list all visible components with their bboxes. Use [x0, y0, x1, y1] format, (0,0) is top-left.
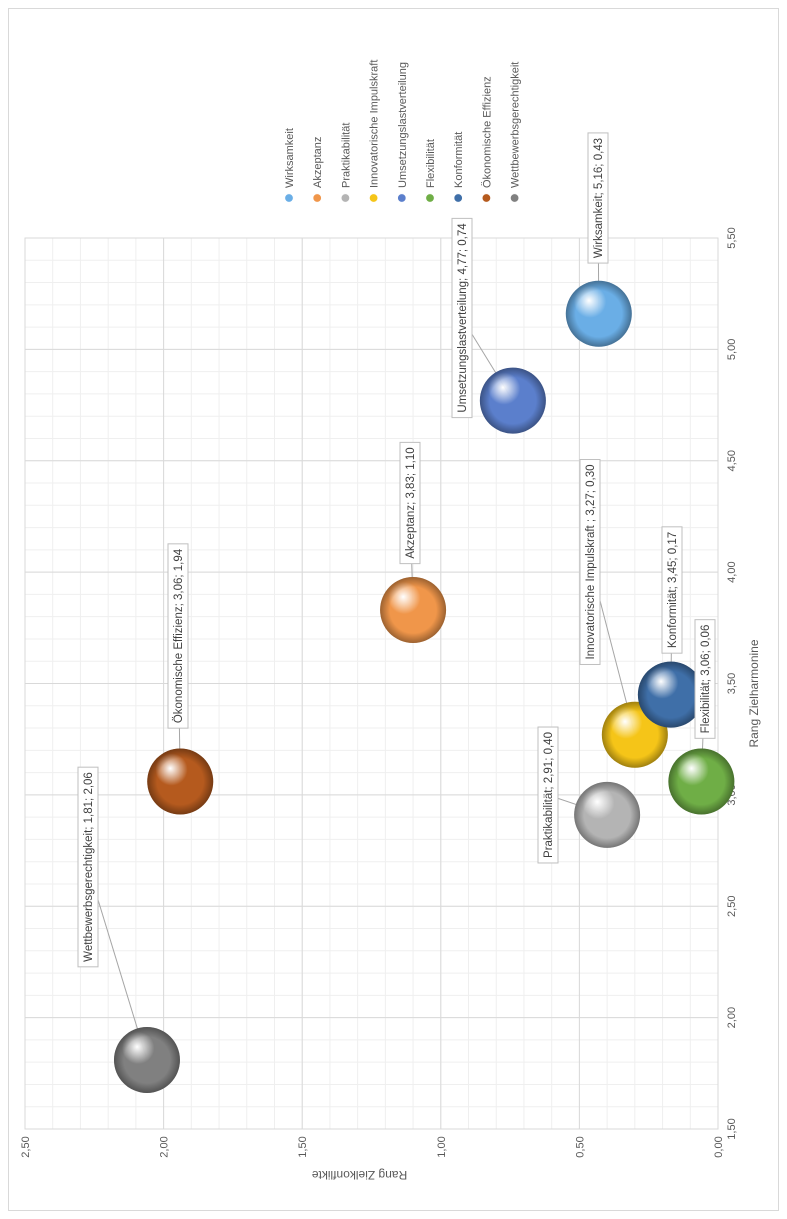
- legend-marker: [425, 193, 435, 203]
- bubble-wettbewerbsgerechtigkeit-shade: [113, 1026, 180, 1093]
- data-label-oekonomische-effizienz: Ökonomische Effizienz; 3,06; 1,94: [167, 543, 189, 729]
- data-label-box: [579, 459, 601, 665]
- x-tick-label: 1,50: [726, 1118, 738, 1139]
- x-tick-label: 5,00: [726, 339, 738, 360]
- data-label-text: Akzeptanz; 3,83; 1,10: [405, 447, 417, 558]
- legend-label: Wirksamkeit: [284, 128, 296, 188]
- legend-item-akzeptanz: Akzeptanz: [312, 137, 324, 203]
- bubbles: [113, 280, 735, 1093]
- legend-item-oekonomische-effizienz: Ökonomische Effizienz: [481, 76, 493, 203]
- data-label-text: Konformität; 3,45; 0,17: [667, 532, 679, 648]
- data-label-wettbewerbsgerechtigkeit: Wettbewerbsgerechtigkeit; 1,81; 2,06: [77, 766, 99, 968]
- bubble-akzeptanz-shade: [380, 576, 447, 643]
- legend-item-praktikabilitaet: Praktikabilität: [340, 123, 352, 203]
- bubble-praktikabilitaet-shade: [574, 781, 641, 848]
- data-label-box: [694, 619, 716, 739]
- legend-marker: [312, 193, 322, 203]
- bubble-akzeptanz: [380, 576, 447, 643]
- legend-marker: [510, 193, 520, 203]
- bubble-wettbewerbsgerechtigkeit: [113, 1026, 180, 1093]
- legend-marker: [481, 193, 491, 203]
- data-label-box: [587, 132, 609, 264]
- data-label-text: Innovatorische Impulskraft ; 3,27; 0,30: [585, 465, 597, 660]
- legend-marker: [340, 193, 350, 203]
- bubble-umsetzungslastverteilung-shade: [479, 367, 546, 434]
- data-label-praktikabilitaet: Praktikabilität; 2,91; 0,40: [537, 726, 559, 864]
- legend-label: Flexibilität: [425, 139, 437, 188]
- legend-label: Praktikabilität: [340, 123, 352, 188]
- data-label-text: Ökonomische Effizienz; 3,06; 1,94: [173, 548, 185, 723]
- data-label-konformitaet: Konformität; 3,45; 0,17: [661, 526, 683, 654]
- legend: Wirksamkeit Akzeptanz Praktikabilität Innov…: [284, 60, 522, 203]
- data-label-text: Wettbewerbsgerechtigkeit; 1,81; 2,06: [83, 772, 95, 962]
- legend-item-umsetzungslastverteilung: Umsetzungslastverteilung: [397, 62, 409, 203]
- legend-label: Wettbewerbsgerechtigkeit: [510, 62, 522, 188]
- data-label-box: [661, 526, 683, 654]
- y-tick-label: 0,50: [574, 1136, 586, 1157]
- bubble-umsetzungslastverteilung: [479, 367, 546, 434]
- x-tick-label: 4,50: [726, 450, 738, 471]
- data-label-innovatorische-impulskraft: Innovatorische Impulskraft ; 3,27; 0,30: [579, 459, 601, 665]
- legend-marker: [369, 193, 379, 203]
- legend-marker: [453, 193, 463, 203]
- legend-item-wettbewerbsgerechtigkeit: Wettbewerbsgerechtigkeit: [510, 62, 522, 203]
- data-label-text: Flexibilität; 3,06; 0,06: [700, 625, 712, 734]
- legend-marker: [397, 193, 407, 203]
- plot-area-border: [24, 237, 719, 1130]
- y-tick-label: 1,00: [436, 1136, 448, 1157]
- data-label-box: [537, 726, 559, 864]
- data-label-umsetzungslastverteilung: Umsetzungslastverteilung; 4,77; 0,74: [451, 217, 473, 419]
- y-tick-label: 2,00: [159, 1136, 171, 1157]
- data-label-akzeptanz: Akzeptanz; 3,83; 1,10: [399, 441, 421, 565]
- x-tick-label: 5,50: [726, 227, 738, 248]
- legend-label: Innovatorische Impulskraft: [369, 60, 381, 188]
- bubble-wirksamkeit: [565, 280, 632, 347]
- y-axis-title: Rang Zielkonflikte: [311, 1168, 407, 1182]
- data-label-flexibilitaet: Flexibilität; 3,06; 0,06: [694, 619, 716, 739]
- legend-item-konformitaet: Konformität: [453, 132, 465, 203]
- legend-label: Konformität: [453, 132, 465, 188]
- x-tick-label: 2,00: [726, 1007, 738, 1028]
- data-label-text: Umsetzungslastverteilung; 4,77; 0,74: [457, 223, 469, 413]
- bubble-flexibilitaet: [668, 748, 735, 815]
- bubble-wirksamkeit-shade: [565, 280, 632, 347]
- bubble-konformitaet-shade: [637, 661, 704, 728]
- bubble-oekonomische-effizienz-shade: [147, 748, 214, 815]
- data-label-box: [77, 766, 99, 968]
- data-label-box: [399, 441, 421, 565]
- bubble-konformitaet: [637, 661, 704, 728]
- legend-label: Umsetzungslastverteilung: [397, 62, 409, 188]
- y-tick-label: 0,00: [713, 1136, 725, 1157]
- bubble-oekonomische-effizienz: [147, 748, 214, 815]
- data-label-text: Wirksamkeit; 5,16; 0,43: [593, 138, 605, 258]
- data-label-box: [451, 217, 473, 419]
- y-tick-label: 1,50: [297, 1136, 309, 1157]
- x-tick-label: 3,50: [726, 673, 738, 694]
- data-label-wirksamkeit: Wirksamkeit; 5,16; 0,43: [587, 132, 609, 264]
- legend-label: Akzeptanz: [312, 137, 324, 188]
- legend-marker: [284, 193, 294, 203]
- legend-item-flexibilitaet: Flexibilität: [425, 139, 437, 203]
- legend-item-wirksamkeit: Wirksamkeit: [284, 128, 296, 203]
- x-tick-label: 2,50: [726, 896, 738, 917]
- chart-frame: [8, 8, 779, 1211]
- bubble-praktikabilitaet: [574, 781, 641, 848]
- grid-lines: [24, 237, 719, 1130]
- data-label-text: Praktikabilität; 2,91; 0,40: [543, 732, 555, 858]
- data-label-box: [167, 543, 189, 729]
- legend-item-innovatorische-impulskraft: Innovatorische Impulskraft: [369, 60, 381, 203]
- legend-label: Ökonomische Effizienz: [481, 76, 493, 188]
- x-axis-title: Rang Zielharmonine: [747, 639, 761, 747]
- bubble-flexibilitaet-shade: [668, 748, 735, 815]
- y-tick-label: 2,50: [20, 1136, 32, 1157]
- data-labels: Wirksamkeit; 5,16; 0,43 Akzeptanz; 3,83; …: [77, 132, 716, 968]
- x-tick-label: 4,00: [726, 561, 738, 582]
- axes: 1,502,002,503,003,504,004,505,005,500,00…: [20, 227, 761, 1182]
